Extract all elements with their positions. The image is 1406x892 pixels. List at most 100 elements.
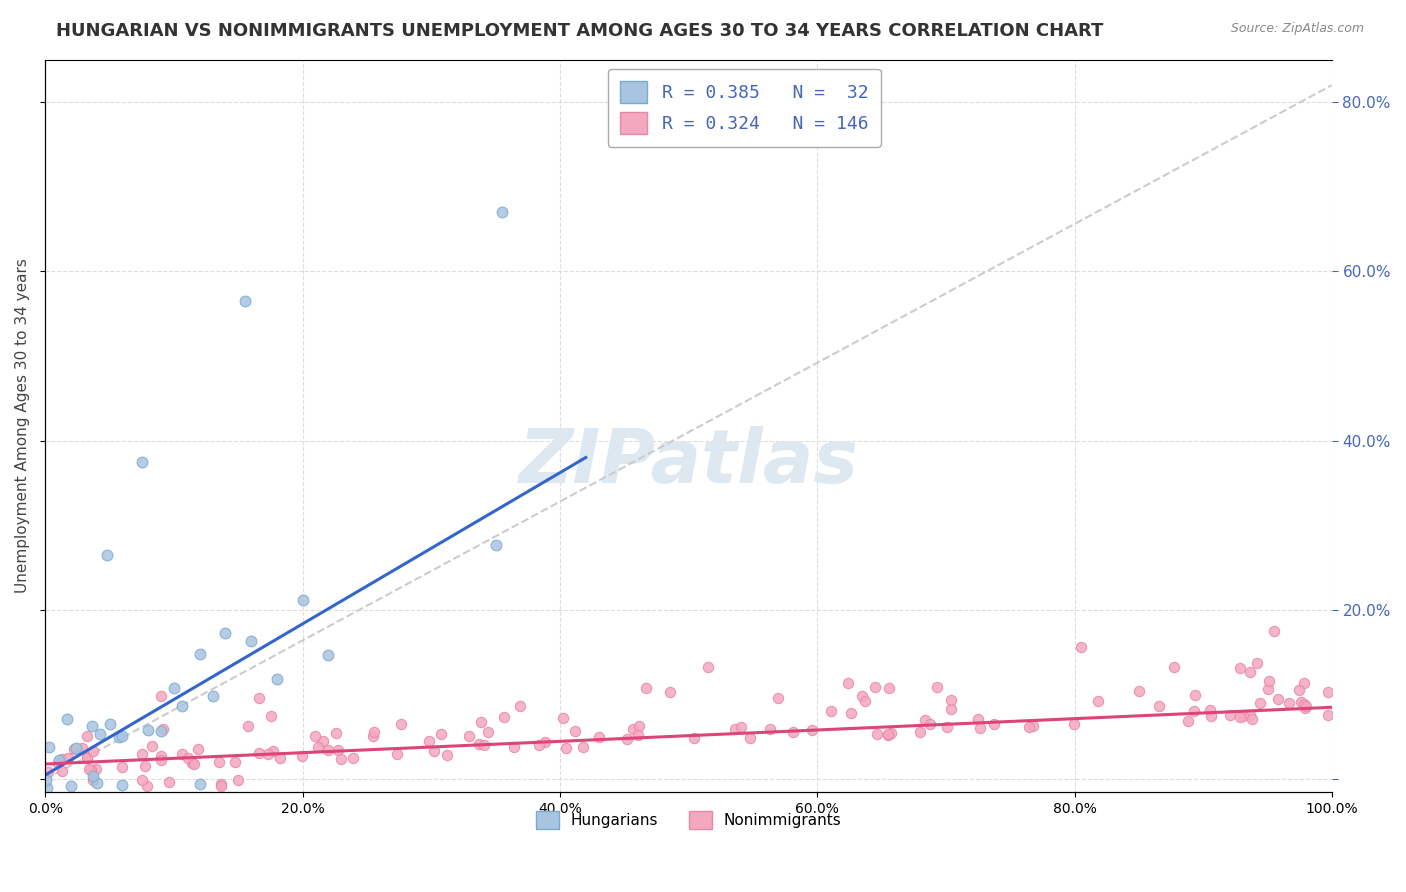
Point xyxy=(312,734,335,748)
Point xyxy=(1258,674,1281,689)
Point xyxy=(782,725,804,739)
Point xyxy=(422,744,444,758)
Point xyxy=(621,722,644,736)
Point xyxy=(152,722,174,736)
Point xyxy=(62,742,84,756)
Point xyxy=(1292,676,1315,690)
Point xyxy=(131,455,153,469)
Point xyxy=(233,293,256,308)
Point xyxy=(51,752,73,766)
Point xyxy=(865,727,887,741)
Point xyxy=(37,764,59,779)
Point xyxy=(759,722,782,736)
Point xyxy=(1292,697,1315,711)
Point xyxy=(70,740,93,755)
Point xyxy=(82,719,104,733)
Point xyxy=(1317,708,1340,723)
Point xyxy=(1070,640,1092,654)
Point xyxy=(135,779,157,793)
Point xyxy=(564,723,586,738)
Point xyxy=(1232,709,1254,723)
Point xyxy=(209,779,232,793)
Point xyxy=(837,676,859,690)
Point xyxy=(1163,660,1185,674)
Point xyxy=(555,741,578,756)
Legend: Hungarians, Nonimmigrants: Hungarians, Nonimmigrants xyxy=(530,805,848,836)
Point xyxy=(627,728,650,742)
Point xyxy=(969,721,991,735)
Point xyxy=(240,633,263,648)
Point xyxy=(207,755,229,769)
Point xyxy=(1219,707,1241,722)
Text: Source: ZipAtlas.com: Source: ZipAtlas.com xyxy=(1230,22,1364,36)
Point xyxy=(149,753,172,767)
Point xyxy=(1263,624,1285,639)
Point xyxy=(84,762,107,776)
Point xyxy=(877,727,900,741)
Point xyxy=(1294,701,1316,715)
Point xyxy=(1288,683,1310,698)
Point xyxy=(636,681,658,695)
Point xyxy=(266,672,288,686)
Point xyxy=(820,704,842,718)
Text: ZIPatlas: ZIPatlas xyxy=(519,425,859,499)
Point xyxy=(1087,693,1109,707)
Point xyxy=(257,747,280,761)
Point xyxy=(150,723,173,738)
Point xyxy=(572,740,595,755)
Point xyxy=(180,756,202,770)
Point xyxy=(1182,704,1205,718)
Point xyxy=(1063,716,1085,731)
Point xyxy=(1022,719,1045,733)
Point xyxy=(851,689,873,703)
Point xyxy=(914,713,936,727)
Point xyxy=(111,760,134,774)
Y-axis label: Unemployment Among Ages 30 to 34 years: Unemployment Among Ages 30 to 34 years xyxy=(15,259,30,593)
Point xyxy=(491,205,513,219)
Point xyxy=(163,681,186,695)
Point xyxy=(136,723,159,737)
Point xyxy=(269,750,291,764)
Point xyxy=(329,752,352,766)
Point xyxy=(1267,691,1289,706)
Point xyxy=(1229,709,1251,723)
Point xyxy=(35,780,58,795)
Point xyxy=(877,681,900,695)
Point xyxy=(683,731,706,745)
Point xyxy=(226,773,249,788)
Point xyxy=(1147,699,1170,714)
Point xyxy=(188,777,211,791)
Point xyxy=(236,718,259,732)
Point xyxy=(724,722,747,736)
Point xyxy=(457,729,479,743)
Point xyxy=(56,712,79,726)
Point xyxy=(214,626,236,640)
Point xyxy=(363,729,385,743)
Point xyxy=(157,775,180,789)
Point xyxy=(325,725,347,739)
Point xyxy=(291,593,314,607)
Point xyxy=(150,748,173,763)
Point xyxy=(588,731,610,745)
Point xyxy=(1278,696,1301,710)
Point xyxy=(966,712,988,726)
Point xyxy=(209,777,232,791)
Point xyxy=(533,735,555,749)
Point xyxy=(509,699,531,714)
Point xyxy=(730,720,752,734)
Point xyxy=(328,743,350,757)
Point xyxy=(494,710,516,724)
Point xyxy=(98,716,121,731)
Point xyxy=(51,764,73,778)
Point xyxy=(342,751,364,765)
Point xyxy=(201,689,224,703)
Point xyxy=(82,772,104,787)
Point xyxy=(1239,665,1261,679)
Point xyxy=(527,738,550,752)
Point xyxy=(38,739,60,754)
Point xyxy=(183,757,205,772)
Point xyxy=(82,744,104,758)
Point xyxy=(627,719,650,733)
Point xyxy=(76,729,98,743)
Point xyxy=(187,741,209,756)
